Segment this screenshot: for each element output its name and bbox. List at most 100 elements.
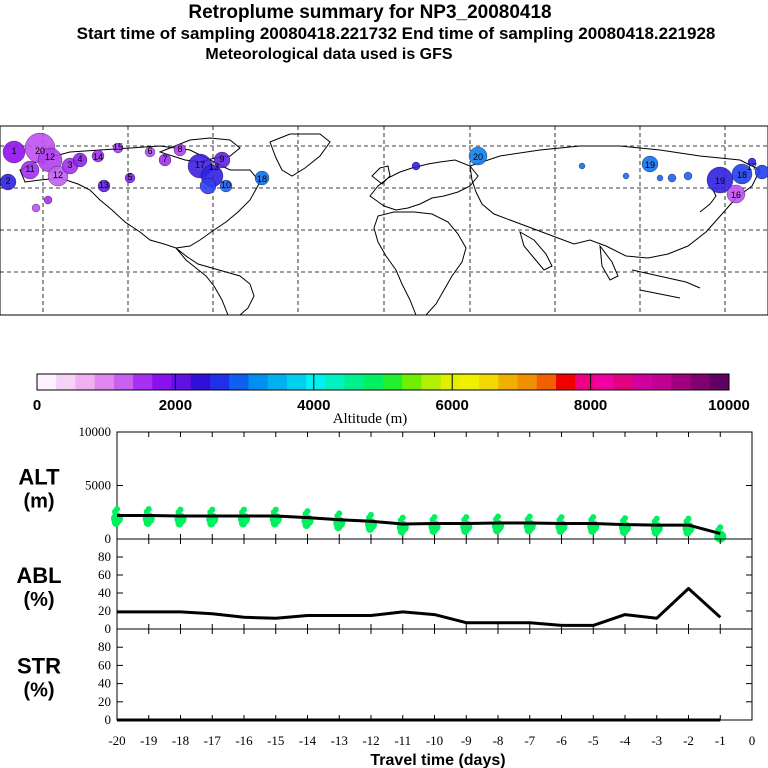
panel-alt: 0 5000 10000 ALT(m)	[18, 424, 753, 546]
colorbar-tick-label: 4000	[297, 397, 330, 414]
altitude-scatter-point	[588, 526, 597, 535]
y-tick-label: 10000	[79, 424, 112, 439]
trajectory-day-label: 8	[177, 144, 182, 154]
x-tick-label: -4	[620, 733, 631, 748]
altitude-scatter-point	[429, 526, 438, 535]
trajectory-dot	[754, 164, 768, 180]
colorbar-swatch	[113, 374, 134, 390]
panel-abl: 0 20 40 60 80 ABL(%)	[16, 538, 753, 636]
x-tick-label: -3	[651, 733, 662, 748]
altitude-scatter-point	[241, 506, 247, 513]
trajectory-dot	[112, 142, 124, 154]
y-tick-label: 5000	[85, 478, 111, 493]
trajectory-dot	[468, 146, 488, 166]
trajectory-day-label: 17	[747, 162, 757, 172]
trajectory-day-label: 1	[11, 146, 16, 156]
panel-label-str: STR	[17, 654, 61, 679]
colorbar-swatch	[556, 374, 576, 390]
trajectory-day-label: 20	[473, 152, 483, 162]
colorbar-swatch	[690, 374, 711, 390]
altitude-scatter-point	[397, 527, 406, 536]
colorbar-swatch	[171, 374, 192, 390]
altitude-scatter-point	[685, 515, 692, 522]
y-tick-label: 0	[105, 712, 112, 727]
trajectory-dot	[158, 153, 172, 167]
trajectory-day-label: 10	[221, 180, 231, 190]
x-tick-label: -20	[108, 733, 125, 748]
colorbar-swatch	[402, 374, 422, 390]
colorbar-swatch	[286, 374, 307, 390]
x-tick-label: -8	[493, 733, 504, 748]
colorbar-swatch	[652, 374, 672, 390]
colorbar-swatch	[709, 374, 730, 390]
altitude-scatter-point	[270, 519, 279, 528]
altitude-colorbar: 0 2000 4000 6000 8000 10000	[33, 373, 750, 414]
altitude-scatter-point	[177, 506, 184, 513]
altitude-scatter-point	[239, 519, 247, 528]
x-axis-label: Travel time (days)	[370, 752, 505, 768]
altitude-scatter-point	[653, 515, 660, 522]
colorbar-swatch	[75, 374, 96, 390]
series-line-alt	[117, 514, 721, 536]
x-tick-label: -17	[204, 733, 222, 748]
trajectory-day-label: 4	[77, 154, 82, 164]
y-tick-label: 20	[98, 694, 111, 709]
trajectory-day-label: 13	[209, 162, 219, 172]
colorbar-swatch	[56, 374, 76, 390]
colorbar-swatch	[632, 374, 653, 390]
x-tick-label: -2	[683, 733, 694, 748]
altitude-scatter-point	[114, 506, 120, 513]
altitude-scatter-point	[272, 506, 279, 513]
trajectory-dot	[219, 179, 233, 193]
trajectory-dot	[706, 166, 734, 194]
x-tick-label: -14	[299, 733, 317, 748]
trajectory-dot	[726, 184, 746, 204]
panel-label-abl: ABL	[16, 563, 61, 588]
colorbar-tick-label: 10000	[708, 397, 750, 414]
trajectory-day-label: 15	[113, 142, 123, 152]
trajectory-dot	[411, 161, 421, 171]
panel-frame-str	[116, 628, 753, 721]
trajectory-dot	[213, 151, 231, 169]
x-tick-label: -10	[426, 733, 443, 748]
trajectory-points: 2013181919181213141517201112123456789101…	[0, 132, 768, 213]
altitude-scatter-point	[526, 513, 533, 520]
altitude-scatter-point	[717, 524, 724, 531]
trajectory-dot	[0, 173, 17, 191]
trajectory-dot	[622, 172, 630, 180]
trajectory-day-label: 19	[715, 176, 725, 186]
altitude-scatter-point	[336, 510, 343, 517]
altitude-scatter-point	[368, 511, 374, 518]
trajectory-day-label: 9	[219, 154, 224, 164]
colorbar-swatch	[440, 374, 461, 390]
altitude-scatter-point	[302, 521, 311, 530]
panel-str: 0 20 40 60 80 STR(%)	[17, 628, 753, 727]
trajectory-day-label: 3	[67, 160, 72, 170]
altitude-scatter-point	[683, 528, 692, 537]
trajectory-dot	[641, 155, 659, 173]
colorbar-swatch	[536, 374, 557, 390]
y-tick-label: 0	[105, 621, 112, 636]
colorbar-swatch	[575, 374, 595, 390]
panel-label-alt: ALT	[18, 465, 60, 490]
colorbar-swatch	[383, 374, 403, 390]
altitude-scatter-point	[112, 518, 120, 527]
colorbar-swatch	[344, 374, 365, 390]
y-tick-label: 60	[98, 657, 111, 672]
trajectory-day-label: 12	[45, 152, 55, 162]
colorbar-swatch	[306, 374, 326, 390]
trajectory-day-label: 12	[53, 170, 63, 180]
colorbar-swatch	[671, 374, 692, 390]
colorbar-swatch	[133, 374, 153, 390]
altitude-scatter-point	[143, 518, 152, 527]
altitude-scatter-point	[461, 526, 470, 535]
time-series-panels: 0500010000ALT(m)020406080ABL(%)020406080…	[16, 424, 753, 727]
met-data-note: Meteorological data used is GFS	[205, 46, 453, 63]
trajectory-dot	[731, 163, 753, 185]
trajectory-day-label: 19	[645, 160, 655, 170]
colorbar-frame	[36, 373, 730, 391]
x-tick-label: -11	[394, 733, 411, 748]
trajectory-dot	[747, 157, 757, 167]
x-tick-label: -6	[556, 733, 567, 748]
